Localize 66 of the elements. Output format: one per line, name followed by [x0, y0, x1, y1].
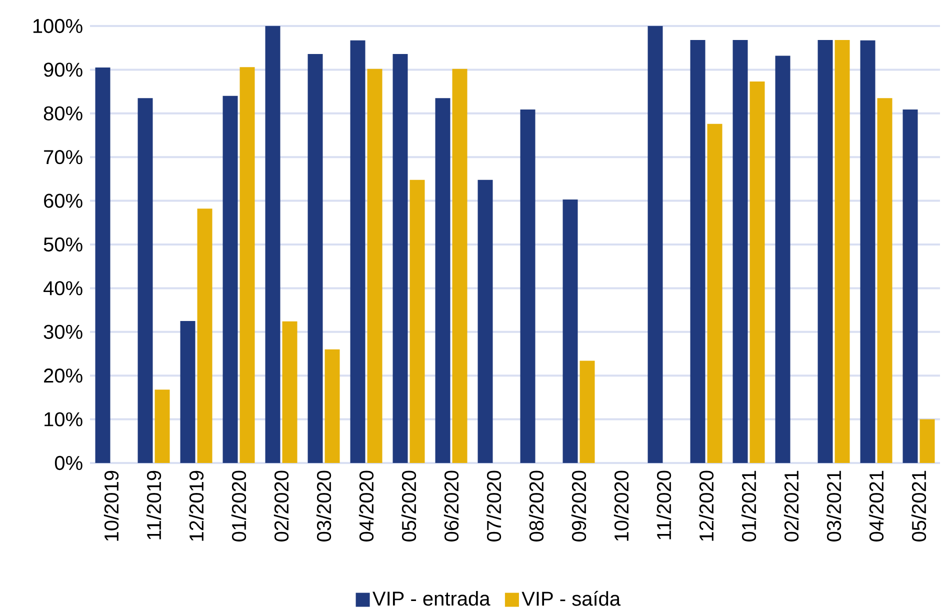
x-tick-label: 04/2020 [358, 470, 374, 542]
x-tick-label: 05/2020 [401, 470, 416, 542]
bar [834, 40, 850, 463]
bar [222, 96, 238, 463]
bar [435, 98, 450, 463]
bar [154, 390, 170, 463]
x-tick-label: 08/2020 [528, 470, 544, 542]
bar [690, 40, 706, 463]
bar [478, 180, 493, 463]
bar [562, 199, 578, 463]
bar [860, 40, 876, 463]
bar [265, 26, 280, 463]
x-tick-label: 04/2021 [868, 470, 884, 542]
y-tick-label: 80% [44, 106, 82, 120]
x-tick-label: 03/2021 [826, 470, 842, 542]
bar [410, 180, 425, 463]
bar [775, 56, 790, 463]
bar [240, 67, 255, 463]
x-tick-label: 06/2020 [444, 470, 459, 542]
bar [350, 40, 366, 463]
bar [197, 208, 212, 463]
x-tick-label: 12/2020 [698, 470, 714, 541]
bar [367, 68, 382, 463]
x-tick-label: 10/2019 [104, 470, 119, 541]
y-tick-label: 0% [54, 456, 82, 470]
bar [180, 320, 196, 463]
y-tick-label: 70% [44, 150, 82, 164]
bar [648, 26, 663, 463]
x-tick-label: 10/2020 [614, 470, 629, 541]
y-tick-label: 50% [44, 237, 82, 252]
bar [452, 68, 468, 463]
y-tick-label: 60% [44, 194, 82, 208]
bar [520, 109, 536, 463]
y-tick-label: 90% [44, 62, 82, 77]
x-tick-label: 11/2020 [656, 470, 672, 540]
bar [580, 360, 595, 463]
bar [902, 109, 918, 463]
bar [138, 98, 153, 463]
bar [95, 68, 110, 463]
y-tick-label: 100% [33, 18, 82, 34]
x-tick-label: 07/2020 [486, 470, 502, 542]
x-tick-label: 02/2020 [274, 470, 289, 542]
bar [282, 321, 298, 463]
x-tick-label: 01/2021 [741, 470, 756, 542]
legend-label: VIP - saída [522, 590, 621, 606]
bar [392, 54, 408, 463]
x-tick-label: 02/2021 [784, 470, 799, 542]
x-tick-label: 01/2020 [231, 470, 246, 542]
bar [707, 124, 722, 463]
x-tick-label: 12/2019 [188, 470, 204, 541]
y-tick-label: 10% [44, 412, 82, 426]
y-tick-label: 20% [44, 368, 82, 383]
bar [324, 349, 340, 463]
bar [877, 98, 892, 463]
bar [920, 419, 935, 463]
legend-label: VIP - entrada [372, 591, 490, 606]
x-tick-label: 03/2020 [316, 470, 332, 542]
x-tick-label: 09/2020 [571, 470, 586, 542]
bar [818, 40, 833, 463]
x-tick-label: 11/2019 [146, 470, 162, 540]
y-tick-label: 30% [44, 324, 82, 339]
bar [308, 54, 323, 463]
bar [750, 82, 765, 463]
x-tick-label: 05/2021 [911, 470, 926, 542]
y-tick-label: 40% [44, 281, 82, 296]
bar [732, 40, 748, 463]
